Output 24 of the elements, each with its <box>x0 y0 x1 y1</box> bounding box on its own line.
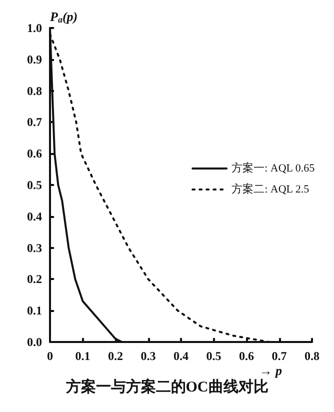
x-tick-label: 0 <box>47 349 53 363</box>
y-tick-label: 0.4 <box>27 209 42 224</box>
x-tick-label: 0.6 <box>239 349 254 363</box>
x-tick-label: 0.1 <box>75 349 90 363</box>
x-tick-label: 0.4 <box>174 349 188 363</box>
x-tick-label: 0.8 <box>304 349 320 363</box>
x-axis-title: → p <box>259 363 282 378</box>
y-tick-label: 0.6 <box>27 146 42 161</box>
y-tick-label: 0.0 <box>27 335 42 349</box>
y-tick-label: 0.7 <box>27 115 42 130</box>
x-tick-label: 0.5 <box>206 349 222 363</box>
y-tick-label: 0.9 <box>27 52 42 66</box>
y-tick-label: 0.1 <box>27 304 42 318</box>
text: 方案一与方案二的OC曲线对比 <box>64 378 268 396</box>
y-tick-label: 0.8 <box>27 84 42 98</box>
legend-label: 方案二: AQL 2.5 <box>232 182 310 196</box>
x-tick-label: 0.7 <box>272 349 287 363</box>
x-tick-label: 0.2 <box>108 349 123 363</box>
y-tick-label: 0.5 <box>27 178 42 192</box>
x-tick-label: 0.3 <box>140 349 156 363</box>
y-tick-label: 1.0 <box>27 21 42 35</box>
y-tick-label: 0.3 <box>27 240 42 255</box>
y-tick-label: 0.2 <box>27 272 42 286</box>
legend-label: 方案一: AQL 0.65 <box>232 162 316 174</box>
